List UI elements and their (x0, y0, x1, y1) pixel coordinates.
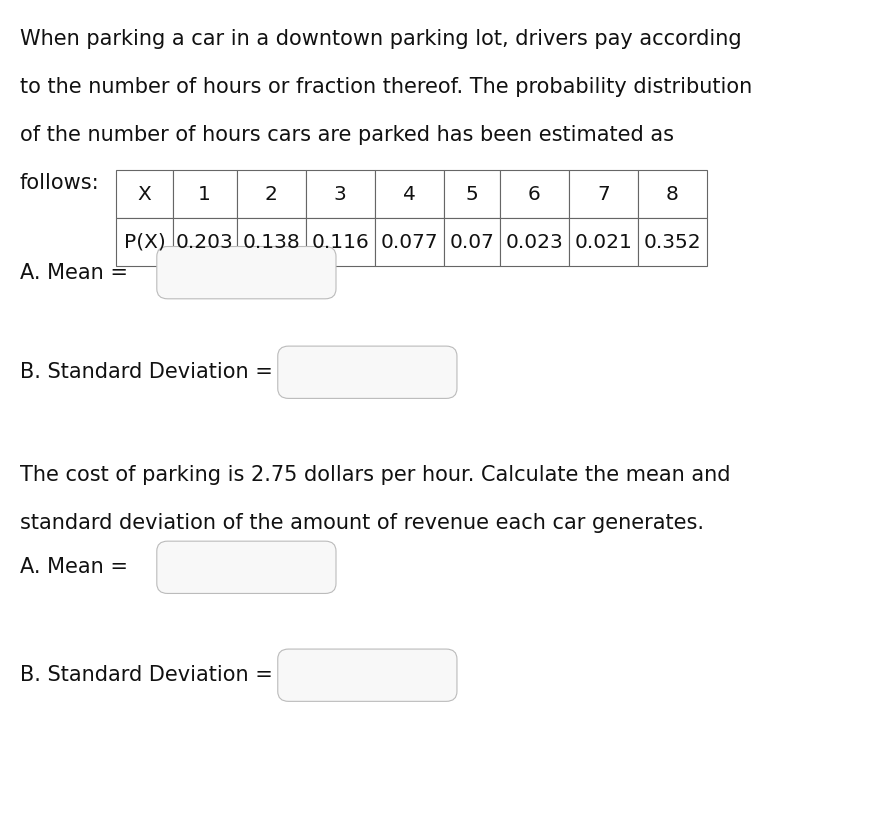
Text: 0.116: 0.116 (311, 233, 369, 251)
Text: B. Standard Deviation =: B. Standard Deviation = (20, 665, 272, 686)
Text: 7: 7 (597, 185, 610, 203)
Text: When parking a car in a downtown parking lot, drivers pay according: When parking a car in a downtown parking… (20, 29, 741, 49)
Text: 4: 4 (402, 185, 416, 203)
Text: A. Mean =: A. Mean = (20, 262, 128, 283)
Text: to the number of hours or fraction thereof. The probability distribution: to the number of hours or fraction there… (20, 77, 752, 97)
Text: 6: 6 (528, 185, 541, 203)
Text: 3: 3 (333, 185, 347, 203)
FancyBboxPatch shape (173, 218, 237, 266)
FancyBboxPatch shape (278, 649, 457, 701)
Text: 1: 1 (198, 185, 211, 203)
FancyBboxPatch shape (306, 170, 375, 218)
FancyBboxPatch shape (375, 218, 444, 266)
FancyBboxPatch shape (638, 218, 707, 266)
FancyBboxPatch shape (116, 170, 173, 218)
FancyBboxPatch shape (237, 170, 306, 218)
FancyBboxPatch shape (306, 218, 375, 266)
FancyBboxPatch shape (500, 218, 569, 266)
Text: 0.023: 0.023 (505, 233, 564, 251)
FancyBboxPatch shape (375, 170, 444, 218)
FancyBboxPatch shape (569, 218, 638, 266)
FancyBboxPatch shape (173, 170, 237, 218)
FancyBboxPatch shape (444, 218, 500, 266)
FancyBboxPatch shape (157, 247, 336, 299)
FancyBboxPatch shape (638, 170, 707, 218)
FancyBboxPatch shape (157, 541, 336, 593)
Text: X: X (138, 185, 151, 203)
FancyBboxPatch shape (444, 170, 500, 218)
Text: standard deviation of the amount of revenue each car generates.: standard deviation of the amount of reve… (20, 513, 703, 533)
FancyBboxPatch shape (237, 218, 306, 266)
Text: 0.021: 0.021 (574, 233, 633, 251)
Text: 0.352: 0.352 (643, 233, 702, 251)
Text: 2: 2 (264, 185, 278, 203)
Text: B. Standard Deviation =: B. Standard Deviation = (20, 362, 272, 383)
Text: of the number of hours cars are parked has been estimated as: of the number of hours cars are parked h… (20, 125, 674, 145)
Text: The cost of parking is 2.75 dollars per hour. Calculate the mean and: The cost of parking is 2.75 dollars per … (20, 465, 730, 485)
Text: 5: 5 (465, 185, 478, 203)
Text: follows:: follows: (20, 173, 99, 193)
FancyBboxPatch shape (500, 170, 569, 218)
FancyBboxPatch shape (116, 218, 173, 266)
Text: P(X): P(X) (124, 233, 166, 251)
Text: 0.077: 0.077 (380, 233, 438, 251)
Text: 0.203: 0.203 (176, 233, 234, 251)
Text: 8: 8 (666, 185, 679, 203)
Text: 0.138: 0.138 (242, 233, 300, 251)
Text: 0.07: 0.07 (449, 233, 495, 251)
Text: A. Mean =: A. Mean = (20, 557, 128, 578)
FancyBboxPatch shape (569, 170, 638, 218)
FancyBboxPatch shape (278, 346, 457, 398)
